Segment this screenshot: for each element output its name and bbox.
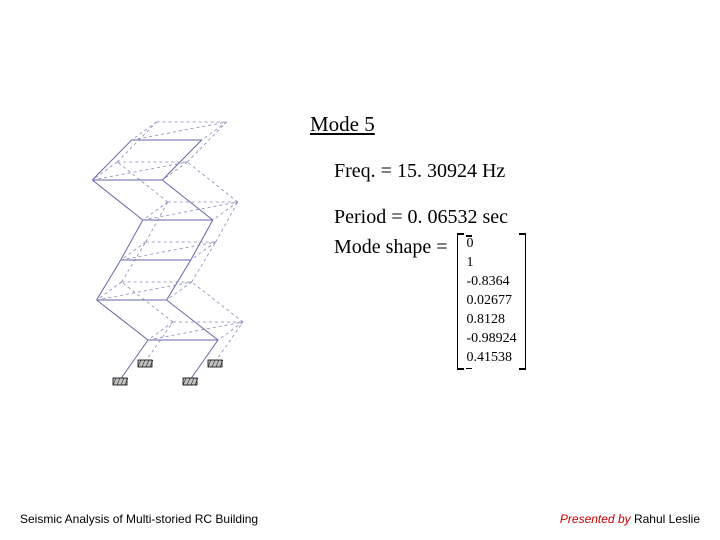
vector-value: 0 [466, 235, 516, 254]
footer-left: Seismic Analysis of Multi-storied RC Bui… [20, 512, 258, 526]
mode-info-block: Mode 5 Freq. = 15. 30924 Hz Period = 0. … [310, 110, 526, 370]
vector-value: -0.98924 [466, 330, 516, 349]
mode-shape-label: Mode shape = [334, 233, 447, 261]
vector-value: 0.02677 [466, 292, 516, 311]
mode-shape-vector: 01-0.83640.026770.8128-0.989240.41538 [457, 233, 525, 369]
mode-shape-row: Mode shape = 01-0.83640.026770.8128-0.98… [334, 233, 526, 369]
mode-title: Mode 5 [310, 110, 526, 139]
mode-shape-diagram [60, 80, 260, 400]
vector-value: 0.8128 [466, 311, 516, 330]
vector-value: 0.41538 [466, 349, 516, 368]
vector-value: -0.8364 [466, 273, 516, 292]
footer-author: Rahul Leslie [631, 512, 700, 526]
presented-by-label: Presented by [560, 512, 631, 526]
slide-footer: Seismic Analysis of Multi-storied RC Bui… [20, 512, 700, 526]
frequency-line: Freq. = 15. 30924 Hz [334, 157, 526, 185]
footer-right: Presented by Rahul Leslie [560, 512, 700, 526]
vector-value: 1 [466, 254, 516, 273]
period-line: Period = 0. 06532 sec [334, 203, 526, 231]
